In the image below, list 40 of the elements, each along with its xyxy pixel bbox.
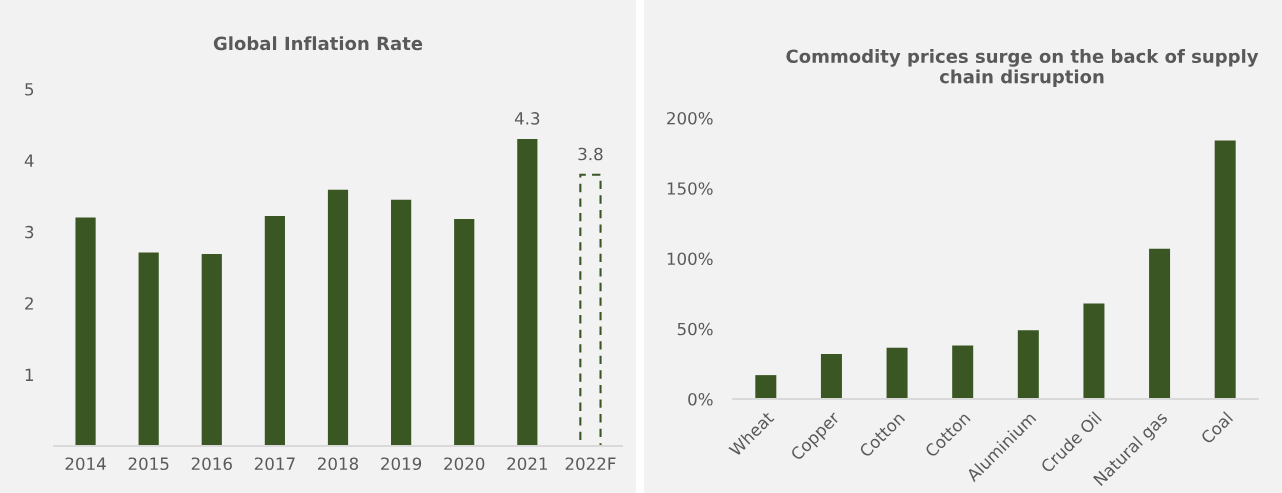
bar bbox=[391, 199, 412, 446]
y-tick-label: 2 bbox=[25, 297, 33, 310]
bar bbox=[201, 253, 222, 446]
bar bbox=[1214, 140, 1236, 399]
x-tick-label: 2020 bbox=[444, 457, 485, 471]
y-tick-label: 1 bbox=[25, 368, 34, 381]
bar bbox=[820, 354, 842, 399]
bar bbox=[886, 347, 908, 399]
data-label: 3.8 bbox=[578, 147, 603, 161]
x-tick-label: 2021 bbox=[507, 457, 547, 471]
x-tick-label: 2022F bbox=[565, 457, 616, 471]
bar bbox=[517, 138, 538, 446]
x-tick-label: 2014 bbox=[65, 457, 106, 471]
bar bbox=[327, 189, 349, 446]
y-tick-label: 0% bbox=[688, 392, 713, 406]
x-tick-label: 2017 bbox=[254, 457, 295, 471]
bar bbox=[755, 375, 777, 399]
y-tick-label: 200% bbox=[667, 111, 713, 125]
x-tick-label: 2016 bbox=[191, 457, 232, 471]
bar bbox=[75, 217, 96, 446]
y-tick-label: 150% bbox=[667, 182, 713, 195]
y-tick-label: 4 bbox=[24, 154, 34, 167]
data-label: 4.3 bbox=[514, 112, 540, 125]
bar bbox=[579, 173, 602, 446]
bar bbox=[1083, 303, 1105, 399]
bar bbox=[264, 216, 285, 446]
x-tick-label: 2019 bbox=[381, 457, 422, 471]
chart-title: Commodity prices surge on the back of supply chain disruption bbox=[786, 49, 1259, 87]
bar bbox=[454, 218, 475, 446]
bar bbox=[1149, 248, 1171, 399]
x-tick-label: 2015 bbox=[128, 457, 169, 471]
y-tick-label: 3 bbox=[25, 225, 34, 239]
y-tick-label: 5 bbox=[25, 83, 34, 96]
bar bbox=[138, 252, 159, 446]
y-tick-label: 100% bbox=[667, 252, 713, 266]
bar bbox=[1017, 330, 1039, 399]
bar bbox=[952, 345, 974, 399]
chart-title: Global Inflation Rate bbox=[213, 36, 423, 51]
x-tick-label: 2018 bbox=[318, 457, 359, 471]
y-tick-label: 50% bbox=[677, 322, 713, 336]
